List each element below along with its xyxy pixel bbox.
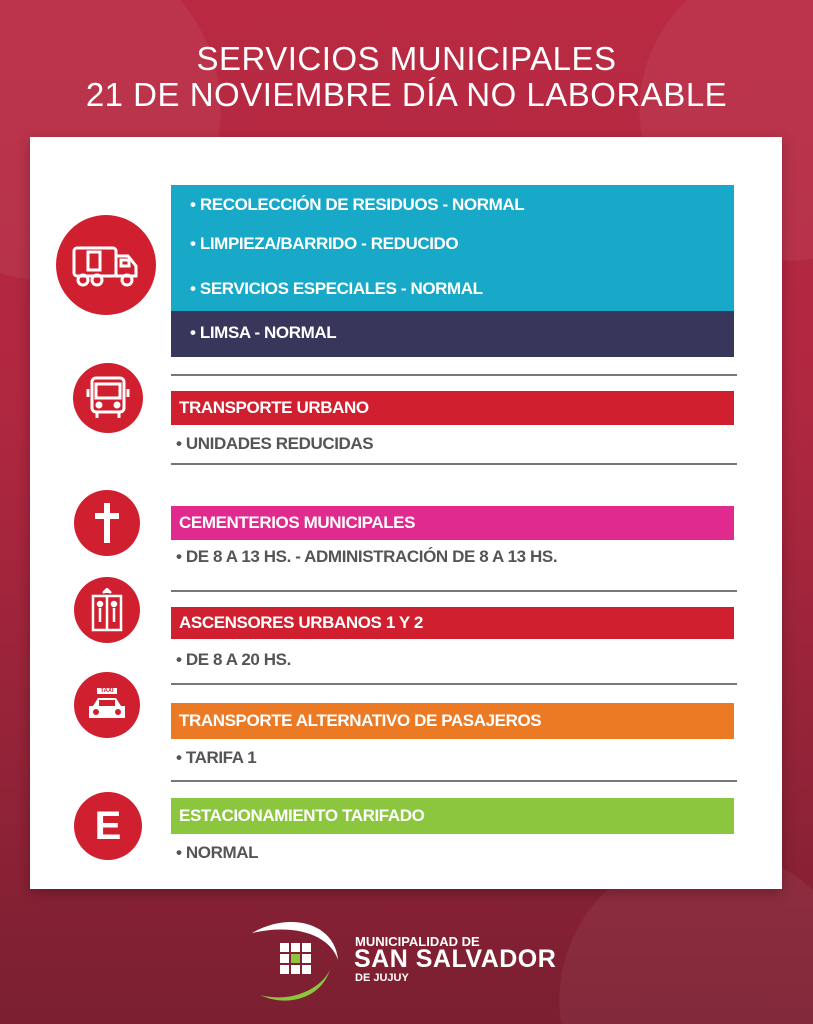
limsa-block <box>171 311 734 357</box>
residuos-item: • RECOLECCIÓN DE RESIDUOS - NORMAL <box>190 195 525 214</box>
limsa-item: • LIMSA - NORMAL <box>190 323 337 342</box>
section-header: CEMENTERIOS MUNICIPALES <box>171 506 734 540</box>
section-detail: • UNIDADES REDUCIDAS <box>176 434 374 453</box>
taxi-icon: TAXI <box>74 672 140 738</box>
section-header: TRANSPORTE ALTERNATIVO DE PASAJEROS <box>171 703 734 739</box>
cross-icon <box>74 490 140 556</box>
taxi-badge: TAXI <box>97 688 117 694</box>
bus-icon <box>73 363 143 433</box>
section-header: ESTACIONAMIENTO TARIFADO <box>171 798 734 834</box>
divider <box>171 463 737 465</box>
municipality-logo <box>250 915 350 1005</box>
title-line-1: SERVICIOS MUNICIPALES <box>196 40 617 77</box>
divider <box>171 683 737 685</box>
residuos-item: • LIMPIEZA/BARRIDO - REDUCIDO <box>190 234 459 253</box>
parking-e-icon: E <box>74 792 142 860</box>
footer-line-1: MUNICIPALIDAD DE <box>355 934 480 949</box>
divider <box>171 374 737 376</box>
divider <box>171 590 737 592</box>
residuos-item: • SERVICIOS ESPECIALES - NORMAL <box>190 279 483 298</box>
residuos-block <box>171 185 734 311</box>
footer-line-2: SAN SALVADOR <box>354 945 557 973</box>
title-line-2: 21 DE NOVIEMBRE DÍA NO LABORABLE <box>85 76 728 113</box>
section-detail: • TARIFA 1 <box>176 748 257 767</box>
divider <box>171 780 737 782</box>
section-detail: • NORMAL <box>176 843 259 862</box>
section-header: ASCENSORES URBANOS 1 Y 2 <box>171 607 734 639</box>
section-detail: • DE 8 A 20 HS. <box>176 650 291 669</box>
garbage-truck-icon <box>56 215 156 315</box>
footer-line-3: DE JUJUY <box>355 972 409 984</box>
section-detail: • DE 8 A 13 HS. - ADMINISTRACIÓN DE 8 A … <box>176 547 558 566</box>
elevator-icon <box>74 577 140 643</box>
section-header: TRANSPORTE URBANO <box>171 391 734 425</box>
